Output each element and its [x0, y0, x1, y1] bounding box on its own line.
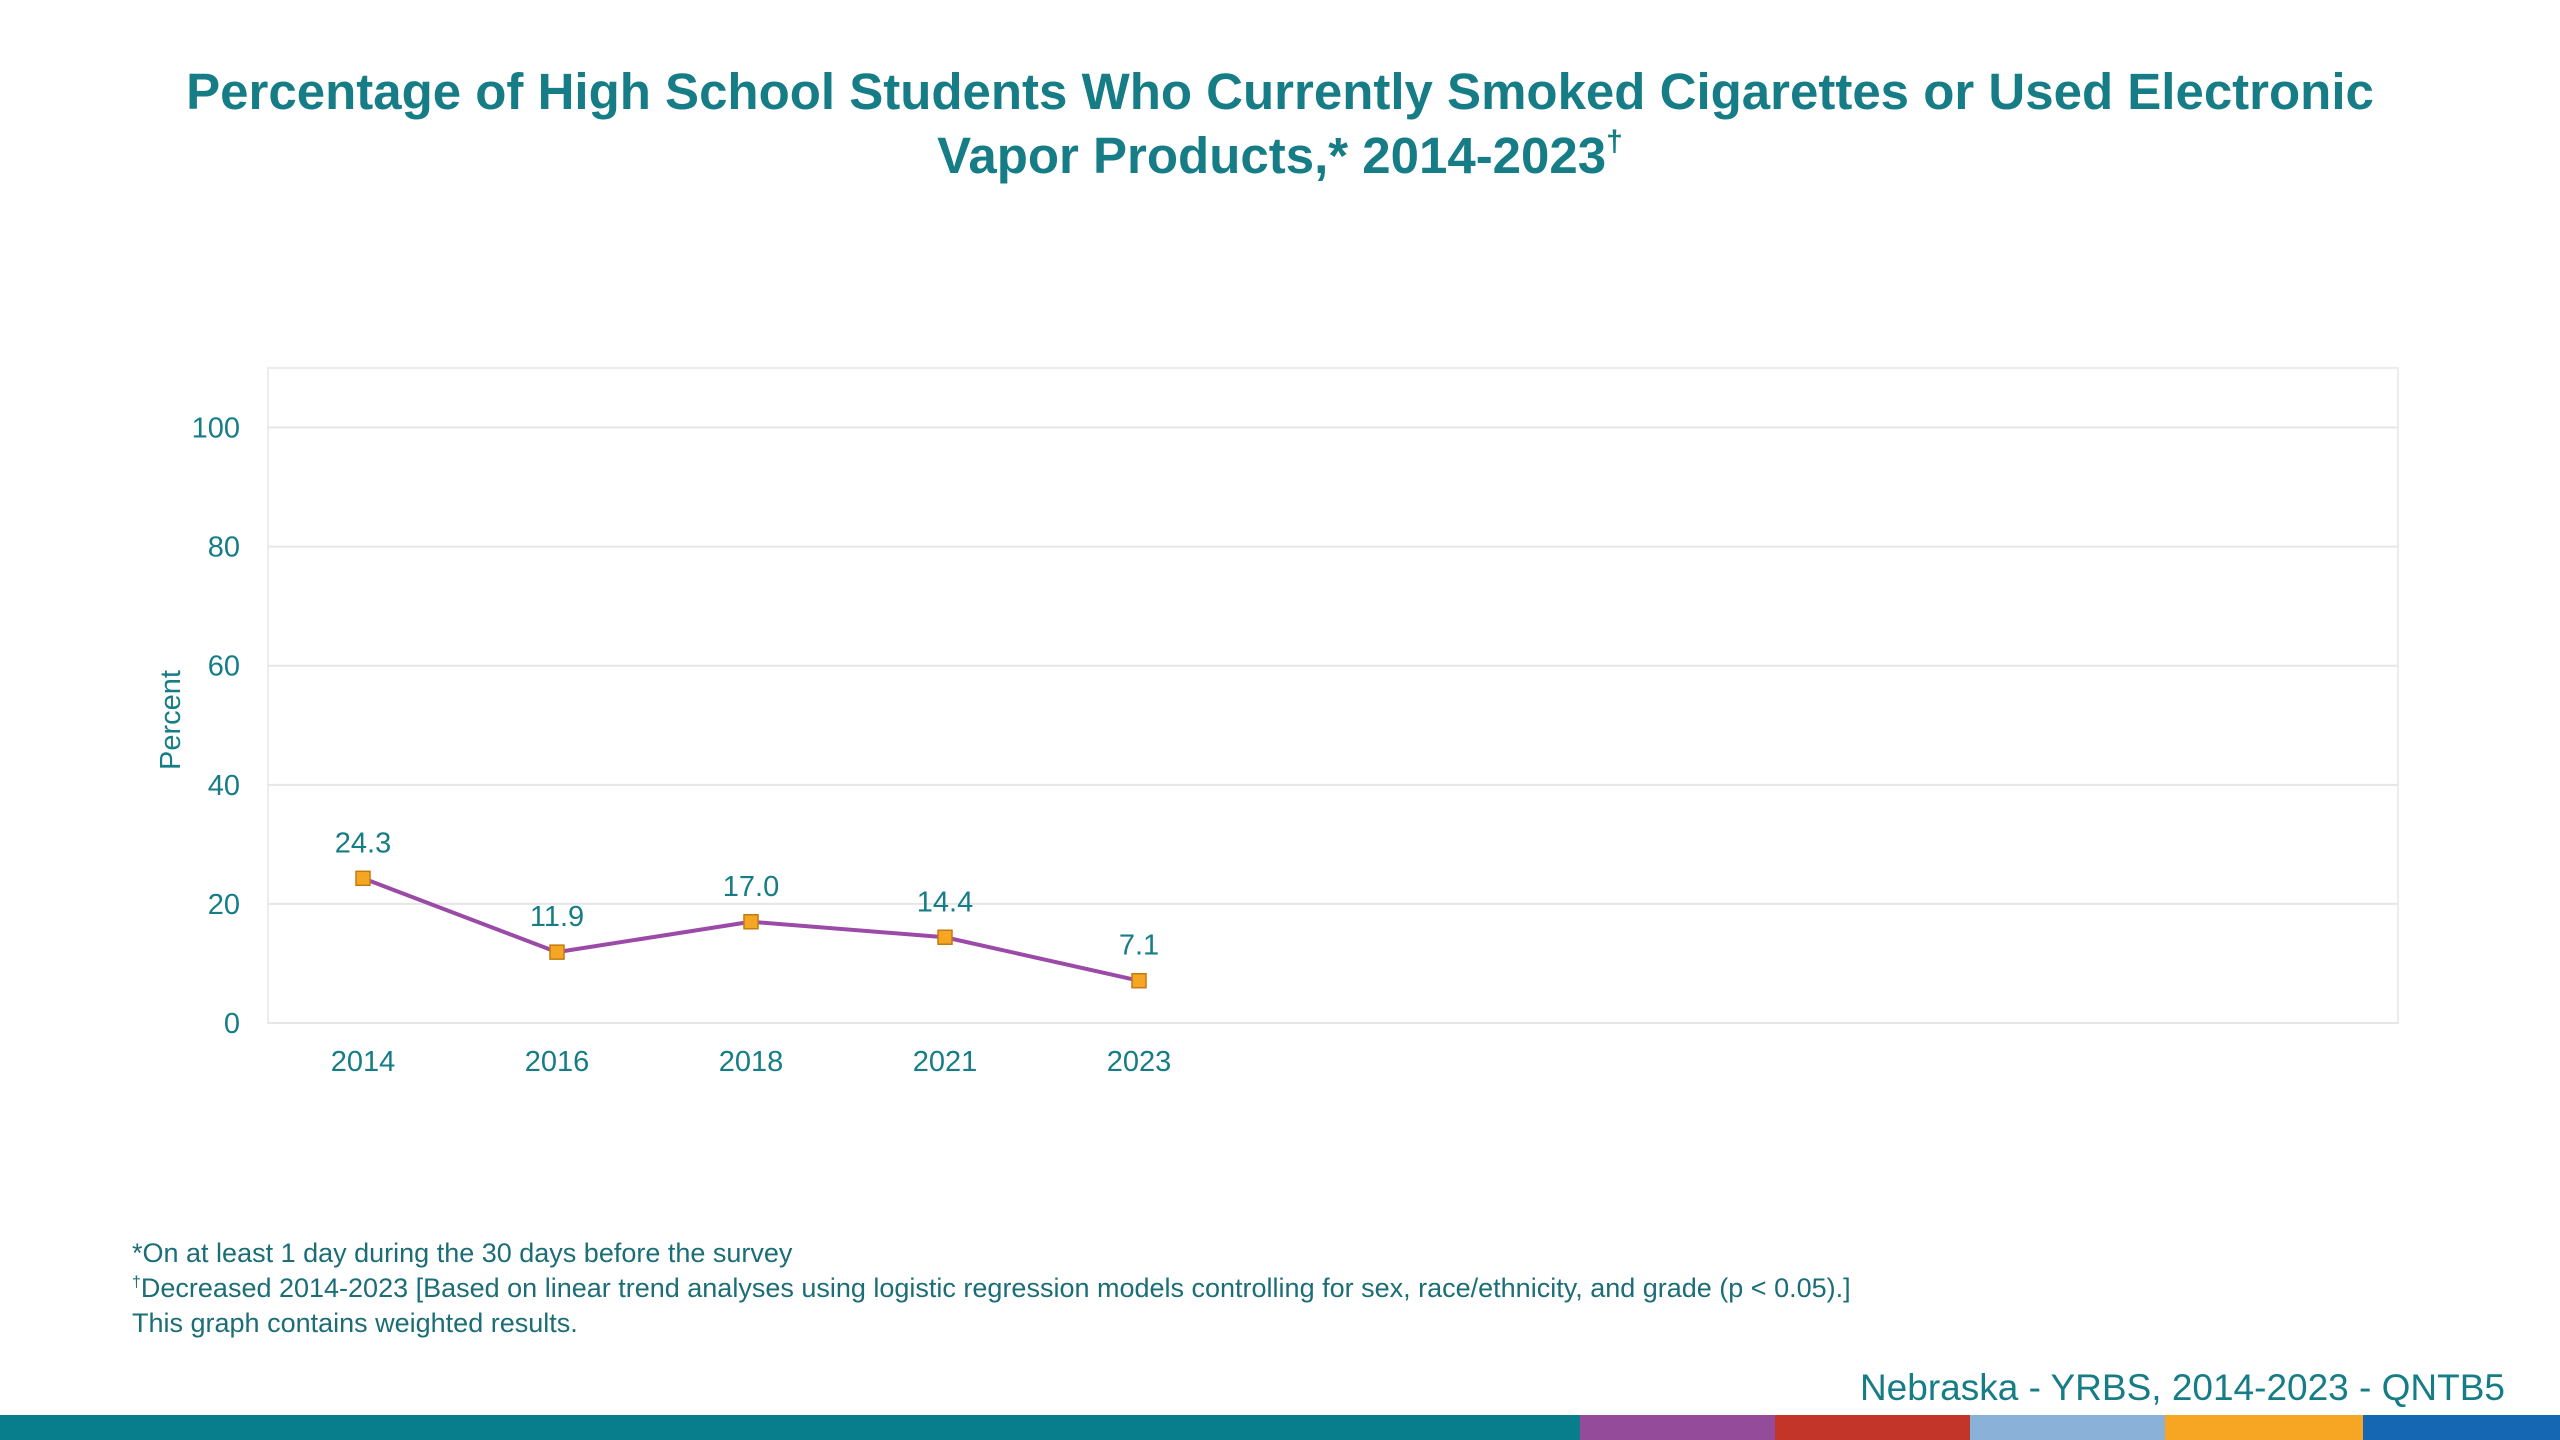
bottom-bar-segment: [2363, 1415, 2560, 1440]
data-point-marker: [1131, 972, 1147, 989]
y-tick-label: 100: [192, 413, 240, 445]
chart-title: Percentage of High School Students Who C…: [130, 60, 2430, 188]
data-label: 7.1: [1119, 930, 1159, 962]
source-label: Nebraska - YRBS, 2014-2023 - QNTB5: [1859, 1367, 2505, 1408]
bottom-bar-segment: [1970, 1415, 2165, 1440]
y-tick-label: 40: [208, 770, 240, 802]
data-point-marker: [355, 870, 371, 887]
chart-title-text: Percentage of High School Students Who C…: [186, 63, 2374, 184]
footnote-2-text: Decreased 2014-2023 [Based on linear tre…: [140, 1273, 1851, 1303]
data-point-marker: [937, 929, 953, 946]
footnote-1-mark: *: [132, 1238, 143, 1268]
y-tick-label: 80: [208, 532, 240, 564]
footnotes: *On at least 1 day during the 30 days be…: [132, 1236, 1851, 1341]
y-tick-label: 20: [208, 889, 240, 921]
x-tick-label: 2018: [719, 1046, 784, 1078]
x-tick-label: 2014: [331, 1046, 396, 1078]
plot-area-border: [267, 367, 2399, 1024]
bottom-bar-segment: [1775, 1415, 1970, 1440]
data-label: 14.4: [917, 886, 973, 918]
footnote-1-text: On at least 1 day during the 30 days bef…: [142, 1238, 793, 1268]
y-tick-label: 0: [224, 1008, 240, 1040]
bottom-bar-segment: [2165, 1415, 2363, 1440]
y-tick-label: 60: [208, 651, 240, 683]
bottom-color-bar: [0, 1415, 2560, 1440]
footnote-1: *On at least 1 day during the 30 days be…: [132, 1236, 1851, 1271]
bottom-bar-segment: [0, 1415, 1580, 1440]
data-label: 17.0: [723, 871, 779, 903]
x-tick-label: 2023: [1107, 1046, 1172, 1078]
footnote-2-mark: †: [132, 1274, 141, 1291]
data-point-marker: [549, 944, 565, 960]
x-tick-label: 2016: [525, 1046, 590, 1078]
y-axis-label: Percent: [155, 670, 187, 770]
data-point-marker: [743, 914, 759, 930]
data-label: 11.9: [530, 901, 584, 933]
chart-title-dagger: †: [1606, 125, 1623, 158]
x-tick-label: 2021: [913, 1046, 978, 1078]
bottom-bar-segment: [1580, 1415, 1775, 1440]
data-label: 24.3: [335, 827, 391, 859]
footnote-3: This graph contains weighted results.: [132, 1308, 578, 1338]
footnote-2: †Decreased 2014-2023 [Based on linear tr…: [132, 1271, 1851, 1306]
